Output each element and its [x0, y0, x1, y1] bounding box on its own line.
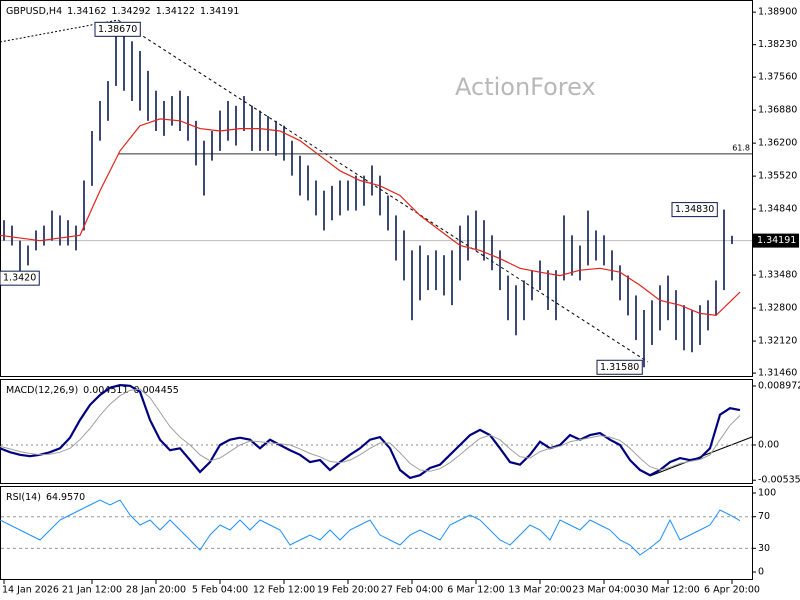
fib-level-label: 61.8 — [732, 143, 750, 152]
watermark: ActionForex — [455, 73, 596, 101]
header-value: 0.004455 — [134, 385, 179, 396]
indicator-line — [0, 388, 741, 472]
y-tick-label: 1.32120 — [758, 336, 797, 347]
y-tick-label: 1.33480 — [758, 270, 797, 281]
panel-title: MACD(12,26,9) — [6, 385, 78, 396]
x-tick-label: 14 Jan 2026 — [2, 585, 59, 596]
y-tick-label: 1.36880 — [758, 105, 797, 116]
panel-title: GBPUSD,H4 — [6, 6, 62, 17]
header-value: 1.34292 — [111, 6, 150, 17]
x-tick-label: 19 Feb 20:00 — [317, 585, 379, 596]
y-tick-label: 1.38900 — [758, 7, 797, 18]
x-tick-label: 23 Mar 04:00 — [572, 585, 635, 596]
x-tick-label: 6 Mar 12:00 — [447, 585, 504, 596]
macd-panel — [0, 379, 753, 484]
y-tick-label: 0.008972 — [758, 380, 800, 391]
x-tick-label: 13 Mar 20:00 — [508, 585, 571, 596]
header-value: 64.9570 — [46, 492, 85, 503]
x-tick-label: 30 Mar 12:00 — [636, 585, 699, 596]
y-tick-label: 1.31460 — [758, 368, 797, 379]
price-panel — [0, 0, 753, 377]
y-tick-label: 1.37560 — [758, 72, 797, 83]
header-value: 1.34162 — [67, 6, 106, 17]
panel-title: RSI(14) — [6, 492, 41, 503]
price-annotation-box — [596, 359, 643, 375]
price-annotation: 1.38670 — [98, 24, 137, 35]
y-tick-label: 70 — [758, 511, 770, 522]
header-value: 1.34122 — [156, 6, 195, 17]
x-tick-label: 6 Apr 20:00 — [704, 585, 760, 596]
last-price-label: 1.34191 — [757, 235, 796, 246]
panel-header: GBPUSD,H4 1.34162 1.34292 1.34122 1.34191 — [6, 6, 239, 17]
x-tick-label: 12 Feb 12:00 — [253, 585, 315, 596]
y-tick-label: 0 — [758, 567, 764, 578]
price-annotation: 1.3420 — [3, 273, 36, 284]
y-tick-label: 0.00 — [758, 439, 779, 450]
moving-average — [0, 118, 741, 317]
indicator-line — [0, 383, 741, 480]
panel-header: RSI(14) 64.9570 — [6, 492, 85, 503]
trend-line — [117, 19, 649, 363]
y-tick-label: 100 — [758, 488, 776, 499]
price-annotation-box — [94, 21, 141, 37]
price-annotation: 1.34830 — [675, 204, 714, 215]
x-tick-label: 5 Feb 04:00 — [192, 585, 248, 596]
price-annotation-box — [0, 270, 40, 286]
last-price-box — [753, 233, 799, 248]
rsi-panel — [0, 486, 753, 580]
header-value: 1.34191 — [200, 6, 239, 17]
price-annotation-box — [671, 202, 718, 218]
y-tick-label: -0.005356 — [758, 475, 800, 486]
y-tick-label: 1.36200 — [758, 138, 797, 149]
x-tick-label: 28 Jan 20:00 — [126, 585, 186, 596]
y-tick-label: 1.38230 — [758, 39, 797, 50]
panel-header: MACD(12,26,9) 0.004511 0.004455 — [6, 385, 179, 396]
price-annotation: 1.31580 — [600, 362, 639, 373]
y-tick-label: 1.35520 — [758, 171, 797, 182]
y-tick-label: 1.32800 — [758, 303, 797, 314]
indicator-line — [0, 499, 741, 556]
y-tick-label: 1.34840 — [758, 204, 797, 215]
x-tick-label: 27 Feb 04:00 — [381, 585, 443, 596]
y-tick-label: 30 — [758, 543, 770, 554]
x-tick-label: 21 Jan 12:00 — [62, 585, 122, 596]
